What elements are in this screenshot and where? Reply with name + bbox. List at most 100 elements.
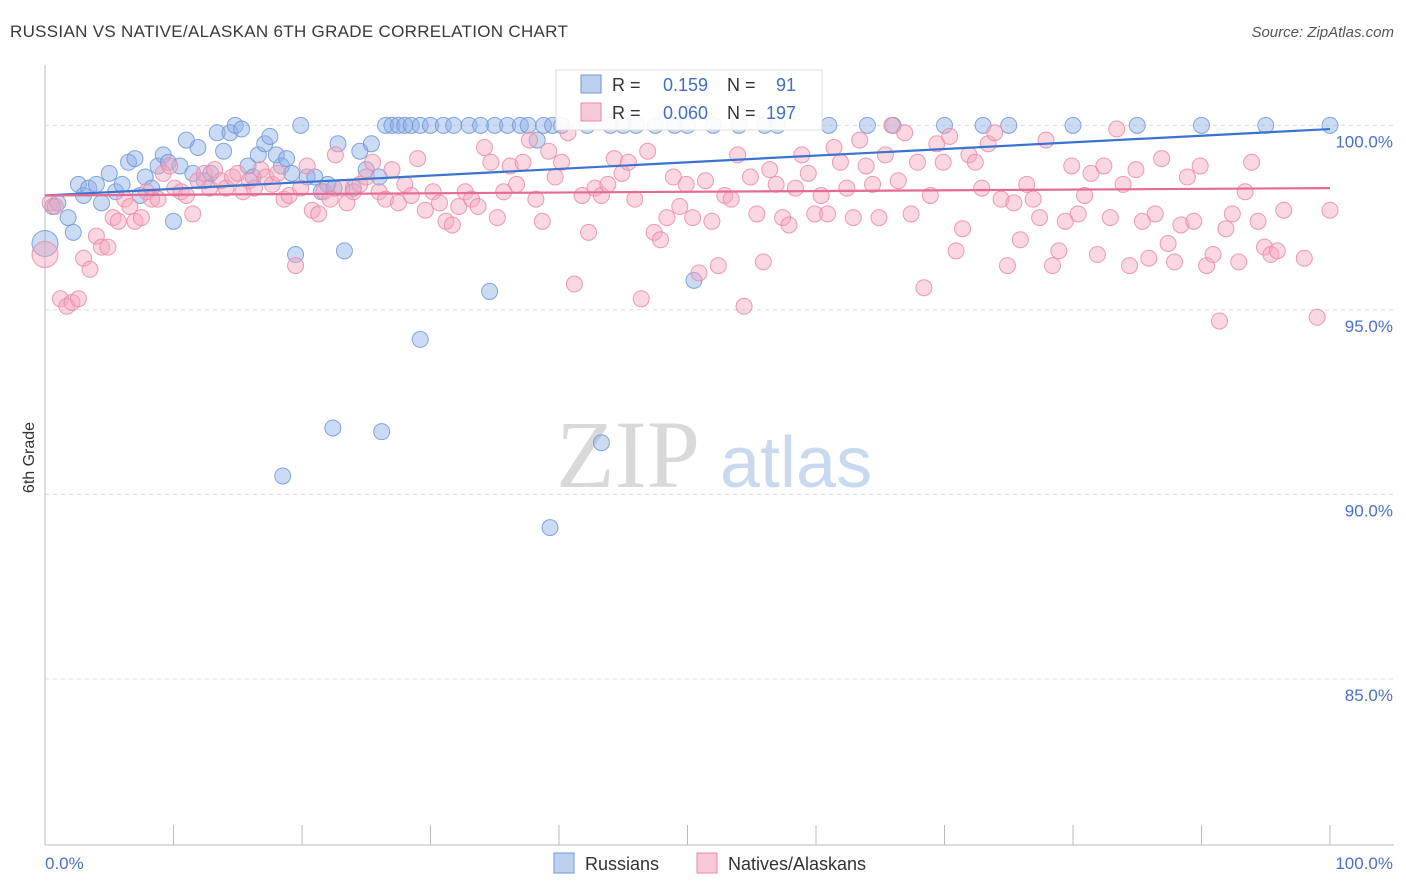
- point-natives: [1018, 175, 1036, 193]
- point-russians: [411, 116, 429, 134]
- bottom-legend-swatch: [696, 852, 718, 874]
- point-natives: [761, 161, 779, 179]
- point-natives: [1217, 220, 1235, 238]
- point-natives: [819, 205, 837, 223]
- point-natives: [902, 205, 920, 223]
- point-natives: [184, 205, 202, 223]
- point-russians: [377, 116, 395, 134]
- point-russians: [69, 175, 87, 193]
- point-natives: [1031, 209, 1049, 227]
- point-natives: [383, 161, 401, 179]
- point-natives: [632, 290, 650, 308]
- point-russians: [261, 127, 279, 145]
- point-natives: [1295, 249, 1313, 267]
- point-natives: [1063, 157, 1081, 175]
- point-natives: [149, 190, 167, 208]
- point-russians: [335, 242, 353, 260]
- point-natives: [1108, 120, 1126, 138]
- point-natives: [909, 153, 927, 171]
- point-russians: [472, 116, 490, 134]
- point-natives: [605, 150, 623, 168]
- point-natives: [870, 209, 888, 227]
- point-natives: [896, 124, 914, 142]
- point-natives: [109, 212, 127, 230]
- point-natives: [377, 190, 395, 208]
- point-natives: [501, 157, 519, 175]
- point-natives: [540, 142, 558, 160]
- point-natives: [934, 153, 952, 171]
- point-russians: [292, 116, 310, 134]
- point-natives: [553, 153, 571, 171]
- point-natives: [1088, 246, 1106, 264]
- stats-legend-n-value: 197: [766, 103, 796, 123]
- point-russians: [858, 116, 876, 134]
- point-natives: [287, 257, 305, 275]
- point-natives: [767, 175, 785, 193]
- point-russians: [165, 212, 182, 230]
- point-natives: [696, 172, 714, 190]
- point-natives: [664, 168, 682, 186]
- point-russians: [283, 164, 301, 182]
- point-natives: [876, 146, 894, 164]
- point-natives: [677, 175, 695, 193]
- point-russians: [445, 116, 463, 134]
- point-natives: [443, 216, 461, 234]
- point-russians: [215, 142, 233, 160]
- point-russians: [411, 330, 429, 348]
- point-natives: [754, 253, 772, 271]
- point-natives: [1172, 216, 1190, 234]
- y-tick-label: 95.0%: [1345, 317, 1393, 336]
- point-natives: [1005, 194, 1023, 212]
- point-natives: [132, 209, 150, 227]
- point-natives: [46, 198, 64, 216]
- point-natives: [321, 190, 339, 208]
- point-natives: [93, 238, 111, 256]
- point-russians: [1321, 116, 1339, 134]
- point-natives: [1268, 242, 1286, 260]
- point-natives: [998, 257, 1016, 275]
- x-tick-label-start: 0.0%: [45, 854, 84, 873]
- point-russians: [126, 150, 144, 168]
- point-russians: [249, 146, 267, 164]
- point-russians: [460, 116, 478, 134]
- point-natives: [626, 190, 644, 208]
- point-russians: [519, 116, 537, 134]
- point-natives: [844, 209, 862, 227]
- point-natives: [482, 153, 500, 171]
- point-russians: [136, 168, 154, 186]
- point-natives: [533, 212, 551, 230]
- point-natives: [1159, 234, 1177, 252]
- point-russians: [1193, 116, 1210, 134]
- point-natives: [1095, 157, 1113, 175]
- point-natives: [488, 209, 506, 227]
- point-natives: [402, 186, 420, 204]
- point-russians: [189, 139, 207, 156]
- point-natives: [966, 153, 984, 171]
- point-natives: [851, 131, 869, 149]
- point-russians: [373, 423, 391, 441]
- point-natives: [450, 198, 468, 216]
- point-natives: [298, 157, 316, 175]
- x-tick-label-end: 100.0%: [1335, 854, 1393, 873]
- point-natives: [1127, 161, 1145, 179]
- point-natives: [1050, 242, 1068, 260]
- point-natives: [941, 127, 959, 145]
- y-tick-label: 100.0%: [1335, 132, 1393, 151]
- point-natives: [1185, 212, 1203, 230]
- point-natives: [161, 157, 179, 175]
- point-natives: [658, 209, 676, 227]
- point-natives: [514, 153, 532, 171]
- point-russians: [1064, 116, 1082, 134]
- point-natives: [99, 238, 117, 256]
- point-natives: [1230, 253, 1248, 271]
- point-natives: [741, 168, 759, 186]
- point-natives: [915, 279, 933, 297]
- point-natives: [1321, 201, 1339, 219]
- point-russians: [820, 116, 838, 134]
- point-natives: [838, 179, 856, 197]
- point-russians: [113, 175, 131, 193]
- point-natives: [1024, 190, 1042, 208]
- stats-legend-swatch: [580, 102, 602, 122]
- point-natives: [520, 131, 538, 149]
- point-russians: [389, 116, 407, 134]
